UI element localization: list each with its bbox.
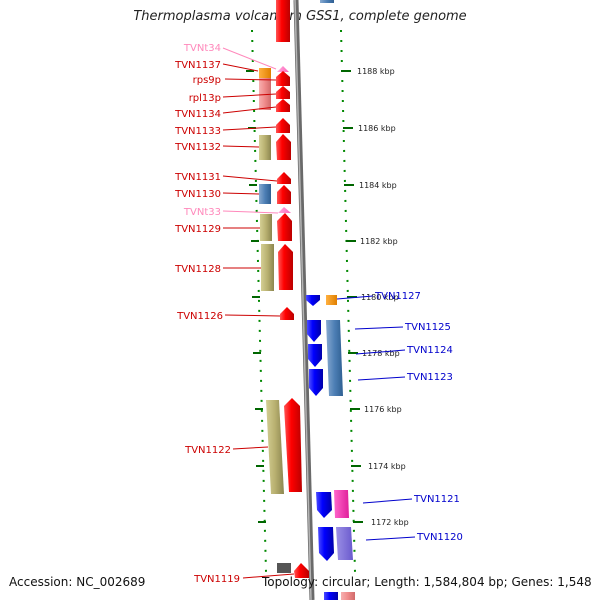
gene-TVN1127[interactable] — [306, 295, 320, 306]
kbp-label: 1174 kbp — [368, 462, 406, 471]
gene-label[interactable]: TVN1123 — [406, 372, 453, 383]
gene-label[interactable]: TVN1119 — [193, 574, 240, 585]
gene-TVN1120[interactable] — [318, 527, 334, 561]
forward-gene-labels: TVNt34 TVN1137 rps9p rpl13p TVN1134 TVN1… — [174, 43, 240, 585]
genome-title: Thermoplasma volcanium GSS1, complete ge… — [133, 9, 467, 24]
kbp-label: 1178 kbp — [362, 349, 400, 358]
forward-leader-lines — [222, 47, 295, 579]
kbp-label: 1184 kbp — [359, 181, 397, 190]
kbp-label: 1186 kbp — [358, 124, 396, 133]
reverse-gene-labels: TVN1127 TVN1125 TVN1124 TVN1123 TVN1121 … — [374, 291, 463, 543]
gene-label[interactable]: TVN1128 — [174, 264, 221, 275]
kbp-label: 1172 kbp — [371, 518, 409, 527]
category-box — [260, 214, 272, 241]
category-box — [336, 527, 353, 560]
gene-TVN1123[interactable] — [309, 369, 323, 396]
reverse-genes — [306, 0, 355, 600]
category-box — [334, 490, 349, 518]
gene-label[interactable]: TVN1130 — [174, 189, 221, 200]
topology-text: Topology: circular; Length: 1,584,804 bp… — [262, 575, 592, 589]
gene-TVN1131[interactable] — [277, 172, 291, 184]
gene-neighbor-grey — [277, 563, 291, 573]
category-box — [259, 184, 271, 204]
gene-label[interactable]: TVN1124 — [406, 345, 453, 356]
gene-label[interactable]: TVN1125 — [404, 322, 451, 333]
reverse-leader-lines — [336, 295, 416, 541]
gene-rpl13p[interactable] — [276, 99, 290, 112]
category-box — [326, 295, 337, 305]
gene-TVN1121[interactable] — [316, 492, 332, 518]
category-box — [259, 78, 271, 110]
gene-TVN1132[interactable] — [276, 134, 291, 160]
gene-label[interactable]: rpl13p — [189, 93, 221, 104]
kbp-tick-marks — [341, 70, 363, 523]
gene-label[interactable]: TVN1122 — [184, 445, 231, 456]
gene-label[interactable]: TVN1133 — [174, 126, 221, 137]
gene-label[interactable]: TVN1121 — [413, 494, 460, 505]
gene-label[interactable]: TVN1131 — [174, 172, 221, 183]
gene-label[interactable]: TVN1134 — [174, 109, 221, 120]
gene-TVNt33[interactable] — [278, 207, 291, 213]
genome-backbone — [293, 0, 315, 600]
category-box — [320, 0, 334, 3]
gene-label[interactable]: TVN1137 — [174, 60, 221, 71]
gene-TVN1125[interactable] — [307, 320, 321, 342]
gene-label[interactable]: TVN1126 — [176, 311, 223, 322]
gene-TVNt34[interactable] — [277, 66, 289, 72]
category-box — [259, 68, 271, 78]
gene-rps9p[interactable] — [276, 86, 290, 99]
gene-TVN1124[interactable] — [308, 344, 322, 367]
gene-label[interactable]: TVN1129 — [174, 224, 221, 235]
strand-borders — [251, 29, 356, 573]
gene-label[interactable]: rps9p — [193, 75, 221, 86]
gene-bottom-blue — [324, 592, 338, 600]
gene-TVN1129[interactable] — [277, 213, 292, 241]
gene-TVN-top[interactable] — [276, 0, 290, 42]
gene-TVN1130[interactable] — [277, 185, 291, 204]
category-box — [341, 592, 355, 600]
gene-label[interactable]: TVN1132 — [174, 142, 221, 153]
gene-label[interactable]: TVN1120 — [416, 532, 463, 543]
kbp-labels: 1188 kbp 1186 kbp 1184 kbp 1182 kbp 1180… — [357, 67, 409, 527]
category-box — [261, 244, 274, 291]
gene-TVN1122[interactable] — [284, 398, 302, 492]
kbp-label: 1176 kbp — [364, 405, 402, 414]
category-box — [326, 320, 343, 396]
gene-label[interactable]: TVNt33 — [183, 207, 221, 218]
kbp-label: 1180 kbp — [361, 293, 399, 302]
category-box — [266, 400, 284, 494]
gene-TVN1126[interactable] — [280, 307, 294, 320]
category-box — [259, 135, 271, 160]
forward-category-boxes — [259, 68, 284, 494]
kbp-label: 1182 kbp — [360, 237, 398, 246]
kbp-label: 1188 kbp — [357, 67, 395, 76]
accession-text: Accession: NC_002689 — [9, 575, 146, 589]
gene-TVN1119[interactable] — [294, 563, 309, 578]
gene-TVN1128[interactable] — [278, 244, 293, 290]
forward-genes — [276, 0, 309, 578]
gene-label[interactable]: TVN1127 — [374, 291, 421, 302]
gene-TVN1137[interactable] — [276, 71, 290, 86]
gene-TVN1133[interactable] — [276, 118, 290, 133]
gene-label[interactable]: TVNt34 — [183, 43, 221, 54]
